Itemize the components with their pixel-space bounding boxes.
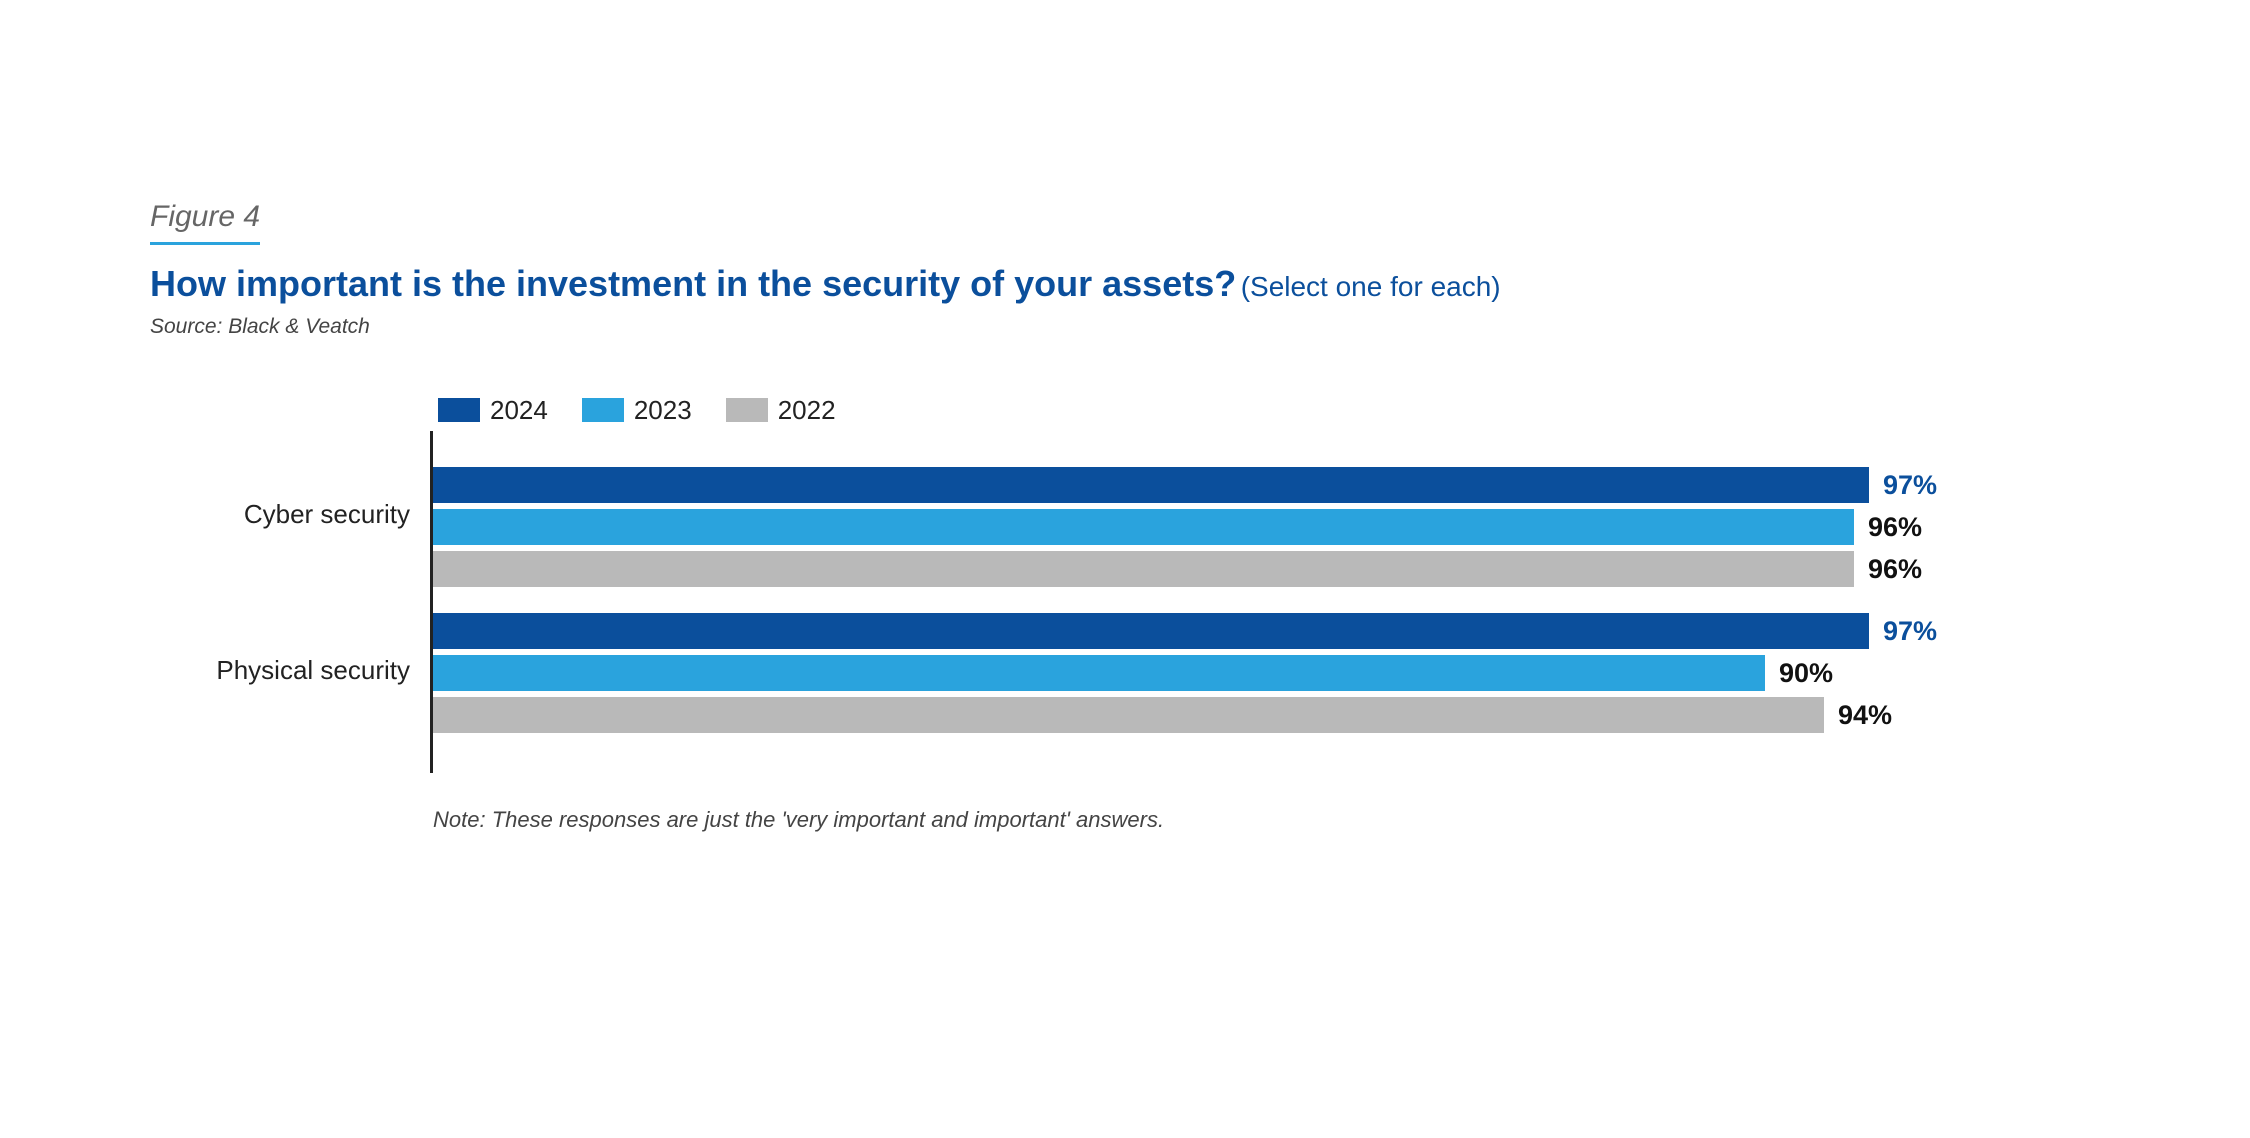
bar-row: 90%: [433, 655, 2100, 691]
legend-item: 2022: [726, 395, 836, 426]
legend-label: 2023: [634, 395, 692, 426]
bar-group: 97% 90% 94%: [433, 613, 2100, 733]
bar-value: 90%: [1765, 658, 1833, 689]
bar: [433, 613, 1869, 649]
legend-label: 2024: [490, 395, 548, 426]
chart-title-sub: (Select one for each): [1241, 271, 1501, 302]
bar: [433, 551, 1854, 587]
plot-area: 2024 2023 2022 97%: [430, 389, 2100, 759]
chart-title-main: How important is the investment in the s…: [150, 263, 1236, 304]
bar: [433, 509, 1854, 545]
bar-group: 97% 96% 96%: [433, 467, 2100, 587]
bar-row: 94%: [433, 697, 2100, 733]
legend-label: 2022: [778, 395, 836, 426]
chart-title: How important is the investment in the s…: [150, 263, 2100, 305]
legend-item: 2023: [582, 395, 692, 426]
chart-source: Source: Black & Veatch: [150, 315, 2100, 339]
legend-swatch: [582, 398, 624, 422]
bar-value: 96%: [1854, 512, 1922, 543]
bar-row: 96%: [433, 551, 2100, 587]
bar-value: 97%: [1869, 470, 1937, 501]
bar: [433, 467, 1869, 503]
category-label: Cyber security: [150, 449, 430, 579]
bar-value: 94%: [1824, 700, 1892, 731]
bar-row: 97%: [433, 613, 2100, 649]
y-axis-labels: Cyber security Physical security: [150, 449, 430, 735]
bar: [433, 697, 1824, 733]
bar-value: 96%: [1854, 554, 1922, 585]
bars-area: 97% 96% 96% 97%: [430, 449, 2100, 733]
figure-container: Figure 4 How important is the investment…: [0, 0, 2250, 1138]
chart-area: Cyber security Physical security 2024 20…: [150, 389, 2100, 759]
legend-swatch: [438, 398, 480, 422]
legend-swatch: [726, 398, 768, 422]
bar: [433, 655, 1765, 691]
chart-footnote: Note: These responses are just the 'very…: [433, 807, 2100, 833]
legend: 2024 2023 2022: [430, 389, 2100, 431]
bar-value: 97%: [1869, 616, 1937, 647]
figure-number: Figure 4: [150, 200, 260, 245]
legend-item: 2024: [438, 395, 548, 426]
bar-row: 97%: [433, 467, 2100, 503]
category-label: Physical security: [150, 605, 430, 735]
bar-row: 96%: [433, 509, 2100, 545]
